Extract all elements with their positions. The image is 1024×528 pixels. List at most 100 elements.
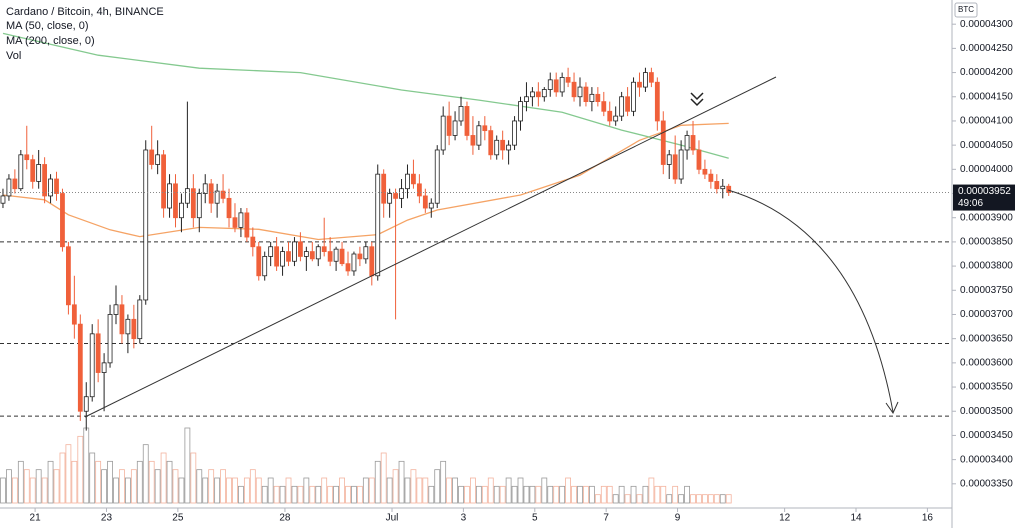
volume-bar — [6, 469, 12, 504]
candle-body — [333, 248, 339, 262]
candle-body — [393, 193, 398, 199]
candle-body — [631, 81, 636, 112]
candle-body — [648, 72, 654, 83]
candle-body — [208, 183, 214, 204]
volume-bar — [624, 494, 631, 504]
volume-bar — [47, 460, 54, 504]
volume-bar — [618, 485, 625, 504]
candle-body — [726, 185, 732, 193]
candle-body — [577, 86, 583, 98]
candle-body — [327, 251, 333, 262]
x-tick-label: 21 — [30, 513, 42, 524]
volume-bar — [612, 494, 619, 504]
candle-body — [434, 149, 440, 204]
volume-bar — [208, 469, 215, 504]
volume-bar — [606, 485, 613, 504]
volume-bar — [77, 435, 84, 504]
candle-body — [18, 154, 24, 190]
candle-body — [720, 185, 726, 190]
candle-body — [303, 251, 309, 257]
arrow-head — [885, 401, 899, 415]
candle-body — [357, 253, 363, 260]
volume-bar — [440, 460, 447, 504]
volume-bar — [83, 427, 90, 504]
x-tick-label: 5 — [532, 513, 538, 524]
x-tick-label: 25 — [172, 513, 184, 524]
volume-bar — [0, 477, 6, 504]
volume-bar — [11, 477, 18, 504]
volume-bar — [166, 460, 173, 504]
candle-body — [286, 251, 291, 262]
volume-bar — [35, 469, 42, 504]
volume-bar — [529, 485, 536, 504]
legend-entry: MA (200, close, 0) — [6, 35, 95, 47]
candle-body — [77, 323, 83, 412]
candle-body — [583, 86, 589, 103]
volume-bar — [541, 477, 548, 504]
volume-bar — [339, 477, 345, 504]
volume-bar — [713, 494, 720, 504]
candle-body — [83, 396, 89, 412]
candle-body — [42, 164, 48, 197]
last-price-box — [953, 184, 1015, 211]
x-tick-label: 23 — [101, 513, 113, 524]
y-tick-label: 0.00004150 — [960, 91, 1013, 102]
moving-average — [2, 122, 729, 241]
candle-body — [625, 96, 630, 112]
y-tick-label: 0.00004100 — [960, 116, 1013, 127]
volume-bar — [493, 485, 500, 504]
volume-bar — [588, 485, 595, 504]
candle-body — [530, 91, 535, 98]
candle-body — [232, 217, 238, 228]
candle-body — [107, 314, 113, 364]
volume-bar — [422, 477, 429, 504]
volume-bar — [452, 477, 458, 504]
candle-body — [143, 149, 149, 301]
volume-bar — [565, 477, 571, 504]
volume-bar — [464, 485, 470, 504]
candle-body — [71, 304, 77, 325]
candle-body — [690, 135, 696, 151]
y-tick-label: 0.00003400 — [960, 454, 1013, 465]
candle-body — [48, 178, 53, 197]
volume-bar — [458, 485, 464, 504]
volume-bar — [702, 494, 708, 504]
volume-bar — [374, 460, 381, 504]
projection-arrow — [727, 189, 894, 413]
candle-body — [470, 135, 476, 146]
volume-bar — [684, 485, 690, 504]
candle-body — [226, 197, 232, 219]
volume-bar — [232, 477, 238, 504]
volume-bar — [351, 485, 357, 504]
volume-bar — [101, 469, 108, 504]
candle-body — [405, 173, 410, 190]
volume-bar — [523, 485, 530, 504]
volume-bar — [154, 469, 161, 504]
candle-body — [119, 304, 125, 335]
volume-bar — [410, 469, 417, 504]
volume-bar — [600, 485, 607, 504]
volume-bar — [226, 477, 232, 504]
volume-bar — [53, 469, 60, 504]
candle-body — [113, 304, 119, 315]
candle-body — [595, 93, 601, 103]
volume-bar — [362, 477, 369, 504]
volume-bar — [577, 485, 583, 504]
candle-body — [416, 183, 422, 197]
volume-bar — [285, 477, 292, 504]
volume-bar — [398, 460, 405, 504]
volume-bar — [107, 460, 113, 504]
legend-entry: Vol — [6, 50, 21, 62]
candle-body — [488, 130, 494, 156]
volume-bar — [345, 485, 351, 504]
candle-body — [167, 183, 172, 209]
candle-body — [607, 110, 613, 122]
candle-body — [149, 149, 155, 165]
volume-bar — [690, 494, 696, 504]
volume-bar — [160, 452, 167, 504]
y-tick-label: 0.00003350 — [960, 478, 1013, 489]
candle-body — [184, 188, 190, 204]
candle-body — [161, 154, 166, 209]
volume-bar — [327, 485, 334, 504]
